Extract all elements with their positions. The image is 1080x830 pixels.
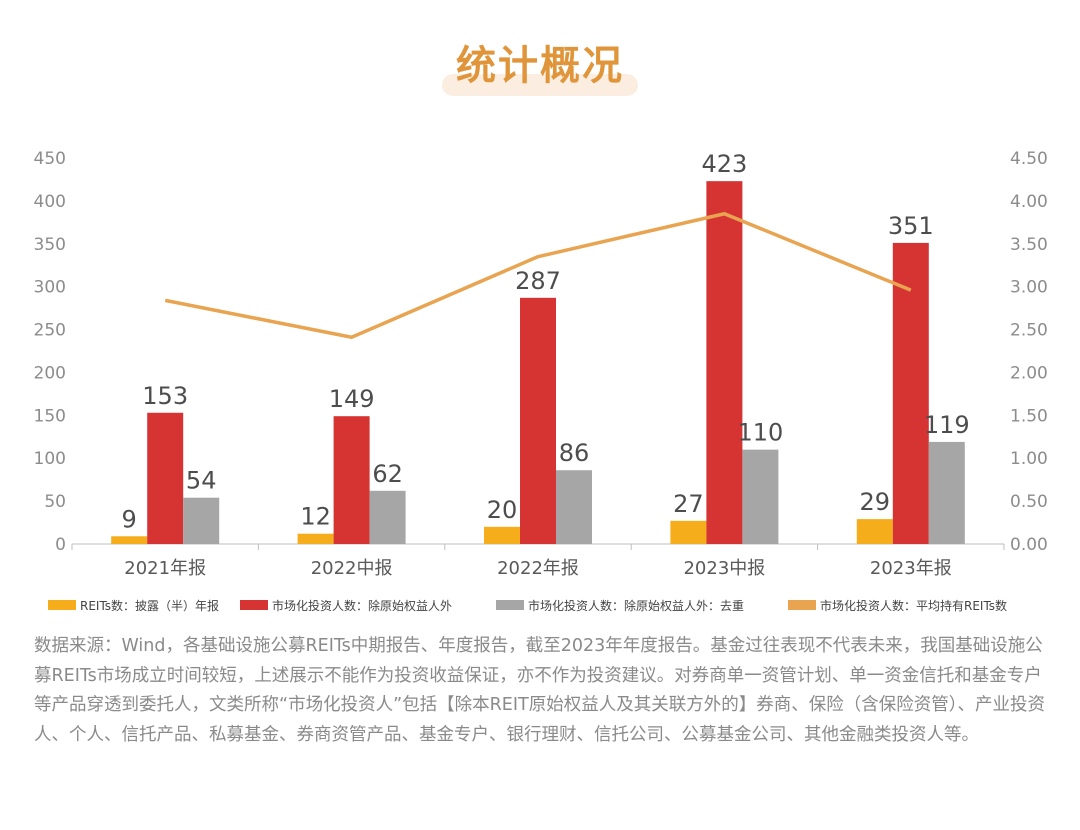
x-tick-label: 2022中报 bbox=[311, 558, 393, 579]
y-left-tick-label: 150 bbox=[34, 406, 66, 426]
data-label: 423 bbox=[701, 150, 747, 178]
data-label: 149 bbox=[329, 385, 375, 413]
data-label: 153 bbox=[142, 382, 188, 410]
y-right-tick-label: 3.00 bbox=[1010, 278, 1048, 298]
bar-investors-dedup bbox=[928, 441, 965, 544]
bar-reits-count bbox=[856, 519, 893, 544]
data-label: 27 bbox=[673, 490, 704, 518]
legend-label-avg-holding: 市场化投资人数：平均持有REITs数 bbox=[820, 598, 1008, 613]
data-label: 12 bbox=[300, 503, 331, 531]
y-right-tick-label: 1.00 bbox=[1010, 449, 1048, 469]
x-tick-label: 2022年报 bbox=[497, 558, 579, 579]
data-label: 29 bbox=[860, 488, 891, 516]
y-right-tick-label: 4.00 bbox=[1010, 192, 1048, 212]
y-left-tick-label: 200 bbox=[34, 363, 66, 383]
y-left-tick-label: 450 bbox=[34, 149, 66, 169]
x-tick-label: 2023年报 bbox=[870, 558, 952, 579]
data-label: 9 bbox=[122, 505, 137, 533]
bar-investors-dedup bbox=[556, 470, 592, 544]
bar-investors bbox=[706, 181, 743, 544]
legend-item-investors-dedup: 市场化投资人数：除原始权益人外：去重 bbox=[496, 596, 744, 614]
legend-swatch-reits bbox=[48, 600, 76, 610]
bar-investors-dedup bbox=[742, 449, 779, 544]
bar-investors bbox=[892, 242, 929, 545]
data-label: 110 bbox=[737, 419, 783, 447]
bar-investors-dedup bbox=[369, 490, 406, 544]
y-right-tick-label: 1.50 bbox=[1010, 406, 1048, 426]
data-label: 287 bbox=[515, 267, 561, 295]
data-label: 54 bbox=[186, 467, 217, 495]
y-left-tick-label: 0 bbox=[55, 535, 66, 555]
legend-label-reits: REITs数：披露（半）年报 bbox=[80, 598, 220, 613]
combo-chart: 0 50 100 150 200 250 300 350 400 450 0.00 0.50 1.00 1… bbox=[34, 149, 1048, 579]
y-right-tick-label: 4.50 bbox=[1010, 149, 1048, 169]
title-highlight bbox=[442, 74, 638, 96]
bar-reits-count bbox=[670, 520, 707, 544]
y-left-tick-label: 300 bbox=[34, 278, 66, 298]
title-banner: 统计概况 bbox=[0, 36, 1080, 100]
y-left-tick-label: 100 bbox=[34, 449, 66, 469]
bar-investors-dedup bbox=[183, 497, 220, 544]
legend-item-avg-holding: 市场化投资人数：平均持有REITs数 bbox=[788, 596, 1007, 614]
y-left-tick-label: 350 bbox=[34, 235, 66, 255]
x-tick-label: 2023中报 bbox=[683, 558, 765, 579]
legend-swatch-avg-holding bbox=[788, 600, 816, 610]
y-right-tick-label: 3.50 bbox=[1010, 235, 1048, 255]
bar-investors bbox=[333, 416, 370, 544]
bar-reits-count bbox=[484, 526, 520, 544]
bar-investors bbox=[147, 412, 184, 544]
legend-item-reits: REITs数：披露（半）年报 bbox=[48, 596, 219, 614]
y-left-tick-label: 400 bbox=[34, 192, 66, 212]
bar-investors bbox=[520, 297, 556, 544]
data-label: 351 bbox=[888, 212, 934, 240]
y-right-tick-label: 2.00 bbox=[1010, 363, 1048, 383]
data-label: 20 bbox=[487, 496, 518, 524]
y-right-tick-label: 0.00 bbox=[1010, 535, 1048, 555]
y-right-tick-label: 2.50 bbox=[1010, 321, 1048, 341]
y-left-tick-label: 250 bbox=[34, 321, 66, 341]
legend-label-investors-dedup: 市场化投资人数：除原始权益人外：去重 bbox=[528, 598, 745, 613]
bar-reits-count bbox=[111, 536, 148, 544]
data-label: 119 bbox=[924, 411, 970, 439]
chart-legend: REITs数：披露（半）年报 市场化投资人数：除原始权益人外 市场化投资人数：除… bbox=[0, 596, 1080, 616]
x-tick-label: 2021年报 bbox=[124, 558, 206, 579]
page-title: 统计概况 bbox=[456, 43, 624, 89]
y-right-tick-label: 0.50 bbox=[1010, 492, 1048, 512]
data-label: 62 bbox=[372, 460, 403, 488]
legend-item-investors: 市场化投资人数：除原始权益人外 bbox=[240, 596, 452, 614]
bar-reits-count bbox=[297, 533, 334, 544]
y-left-tick-label: 50 bbox=[44, 492, 66, 512]
data-label: 86 bbox=[559, 439, 590, 467]
source-note: 数据来源：Wind，各基础设施公募REITs中期报告、年度报告，截至2023年年… bbox=[34, 636, 1045, 745]
legend-swatch-investors-dedup bbox=[496, 600, 524, 610]
legend-swatch-investors bbox=[240, 600, 268, 610]
legend-label-investors: 市场化投资人数：除原始权益人外 bbox=[272, 598, 453, 613]
